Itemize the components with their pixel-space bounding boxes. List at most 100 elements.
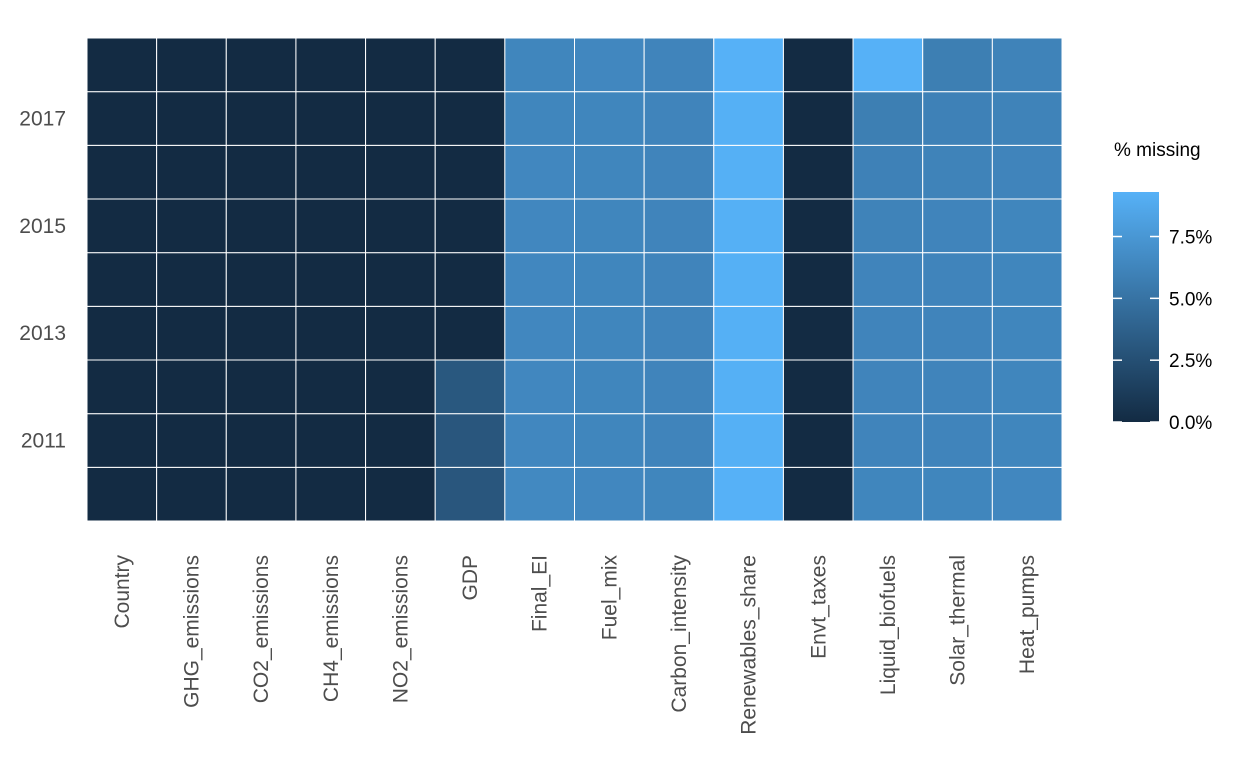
heatmap-cell-country-2012 (86, 359, 158, 415)
heatmap-cell-ch4-emissions-2012 (295, 359, 367, 415)
y-axis-tick-labels: 2017 2015 2013 2011 (19, 108, 66, 453)
legend-tick-label-2-5: 2.5% (1169, 351, 1212, 372)
heatmap-cell-gdp-2016 (434, 144, 506, 200)
heatmap-cell-envt-taxes-2010 (782, 466, 854, 522)
heatmap-cell-heat-pumps-2018 (991, 37, 1063, 93)
x-axis-tick-labels: Country GHG_emissions CO2_emissions CH4_emi… (111, 555, 1039, 735)
heatmap-cell-heat-pumps-2013 (991, 305, 1063, 361)
heatmap-cell-no2-emissions-2011 (365, 413, 436, 468)
heatmap-cell-country-2011 (86, 413, 158, 468)
heatmap-cell-fuel-mix-2015 (574, 198, 645, 254)
heatmap-cell-renewables-share-2017 (713, 91, 784, 146)
heatmap-cell-ghg-emissions-2015 (156, 198, 227, 254)
heatmap-cell-no2-emissions-2015 (365, 198, 436, 254)
heatmap-cell-gdp-2014 (434, 252, 506, 307)
legend-title: % missing (1114, 140, 1201, 161)
heatmap-cell-co2-emissions-2018 (225, 37, 297, 93)
heatmap-cell-carbon-intensity-2011 (643, 413, 715, 468)
heatmap-cell-envt-taxes-2016 (782, 144, 854, 200)
heatmap-cell-fuel-mix-2013 (574, 305, 645, 361)
heatmap-cell-fuel-mix-2011 (574, 413, 645, 468)
y-tick-label-2013: 2013 (19, 322, 66, 345)
heatmap-cell-final-ei-2010 (504, 466, 576, 522)
heatmap-cell-envt-taxes-2013 (782, 305, 854, 361)
heatmap-cell-renewables-share-2018 (713, 37, 784, 93)
heatmap-cell-solar-thermal-2014 (922, 252, 993, 307)
heatmap-cell-gdp-2018 (434, 37, 506, 93)
heatmap-cell-liquid-biofuels-2018 (852, 37, 924, 93)
heatmap-cell-no2-emissions-2013 (365, 305, 436, 361)
heatmap-cell-solar-thermal-2013 (922, 305, 993, 361)
heatmap-cell-gdp-2011 (434, 413, 506, 468)
heatmap-cell-liquid-biofuels-2016 (852, 144, 924, 200)
heatmap-cell-heat-pumps-2014 (991, 252, 1063, 307)
heatmap-cell-ghg-emissions-2017 (156, 91, 227, 146)
heatmap-cell-country-2015 (86, 198, 158, 254)
heatmap-cell-country-2013 (86, 305, 158, 361)
y-tick-label-2017: 2017 (19, 108, 66, 131)
heatmap-cell-co2-emissions-2010 (225, 466, 297, 522)
heatmap-cell-liquid-biofuels-2013 (852, 305, 924, 361)
y-tick-label-2011: 2011 (21, 430, 66, 453)
heatmap-cell-solar-thermal-2011 (922, 413, 993, 468)
heatmap-cell-solar-thermal-2017 (922, 91, 993, 146)
heatmap-cell-no2-emissions-2010 (365, 466, 436, 522)
heatmap-cell-ch4-emissions-2016 (295, 144, 367, 200)
heatmap-cell-final-ei-2015 (504, 198, 576, 254)
heatmap-cells (86, 37, 1063, 522)
heatmap-cell-renewables-share-2014 (713, 252, 784, 307)
heatmap-cell-co2-emissions-2013 (225, 305, 297, 361)
heatmap-cell-fuel-mix-2016 (574, 144, 645, 200)
heatmap-cell-ghg-emissions-2012 (156, 359, 227, 415)
heatmap-cell-renewables-share-2012 (713, 359, 784, 415)
heatmap-cell-ghg-emissions-2018 (156, 37, 227, 93)
heatmap-cell-liquid-biofuels-2014 (852, 252, 924, 307)
heatmap-cell-liquid-biofuels-2011 (852, 413, 924, 468)
heatmap-cell-carbon-intensity-2014 (643, 252, 715, 307)
heatmap-cell-gdp-2013 (434, 305, 506, 361)
heatmap-cell-co2-emissions-2017 (225, 91, 297, 146)
heatmap-cell-solar-thermal-2018 (922, 37, 993, 93)
heatmap-cell-co2-emissions-2014 (225, 252, 297, 307)
heatmap-cell-no2-emissions-2014 (365, 252, 436, 307)
heatmap-cell-renewables-share-2011 (713, 413, 784, 468)
x-tick-label-co2-emissions: CO2_emissions (250, 555, 273, 703)
heatmap-cell-final-ei-2016 (504, 144, 576, 200)
heatmap-cell-country-2010 (86, 466, 158, 522)
heatmap-cell-carbon-intensity-2015 (643, 198, 715, 254)
heatmap-cell-liquid-biofuels-2017 (852, 91, 924, 146)
heatmap-cell-ch4-emissions-2017 (295, 91, 367, 146)
heatmap-cell-envt-taxes-2018 (782, 37, 854, 93)
legend-tick-label-7-5: 7.5% (1169, 228, 1212, 249)
heatmap-cell-carbon-intensity-2013 (643, 305, 715, 361)
heatmap-cell-no2-emissions-2017 (365, 91, 436, 146)
heatmap-cell-envt-taxes-2014 (782, 252, 854, 307)
heatmap-cell-ghg-emissions-2010 (156, 466, 227, 522)
legend-tick-label-0-0: 0.0% (1169, 413, 1212, 434)
heatmap-cell-co2-emissions-2011 (225, 413, 297, 468)
heatmap-cell-gdp-2010 (434, 466, 506, 522)
x-tick-label-country: Country (111, 555, 134, 629)
legend-colorbar (1113, 192, 1159, 422)
x-tick-label-envt-taxes: Envt_taxes (807, 555, 830, 659)
y-tick-label-2015: 2015 (19, 215, 66, 238)
x-tick-label-liquid-biofuels: Liquid_biofuels (877, 555, 900, 695)
heatmap-cell-ch4-emissions-2014 (295, 252, 367, 307)
heatmap-cell-gdp-2017 (434, 91, 506, 146)
heatmap-cell-liquid-biofuels-2012 (852, 359, 924, 415)
legend-tick-label-5-0: 5.0% (1169, 289, 1212, 310)
heatmap-cell-fuel-mix-2017 (574, 91, 645, 146)
x-tick-label-renewables-share: Renewables_share (738, 555, 761, 735)
heatmap-cell-final-ei-2018 (504, 37, 576, 93)
heatmap-cell-envt-taxes-2017 (782, 91, 854, 146)
x-tick-label-ch4-emissions: CH4_emissions (320, 555, 343, 702)
heatmap-cell-gdp-2012 (434, 359, 506, 415)
heatmap-cell-heat-pumps-2015 (991, 198, 1063, 254)
heatmap-cell-solar-thermal-2010 (922, 466, 993, 522)
heatmap-cell-solar-thermal-2015 (922, 198, 993, 254)
heatmap-cell-envt-taxes-2015 (782, 198, 854, 254)
heatmap-cell-ghg-emissions-2016 (156, 144, 227, 200)
heatmap-cell-fuel-mix-2012 (574, 359, 645, 415)
heatmap-cell-fuel-mix-2014 (574, 252, 645, 307)
